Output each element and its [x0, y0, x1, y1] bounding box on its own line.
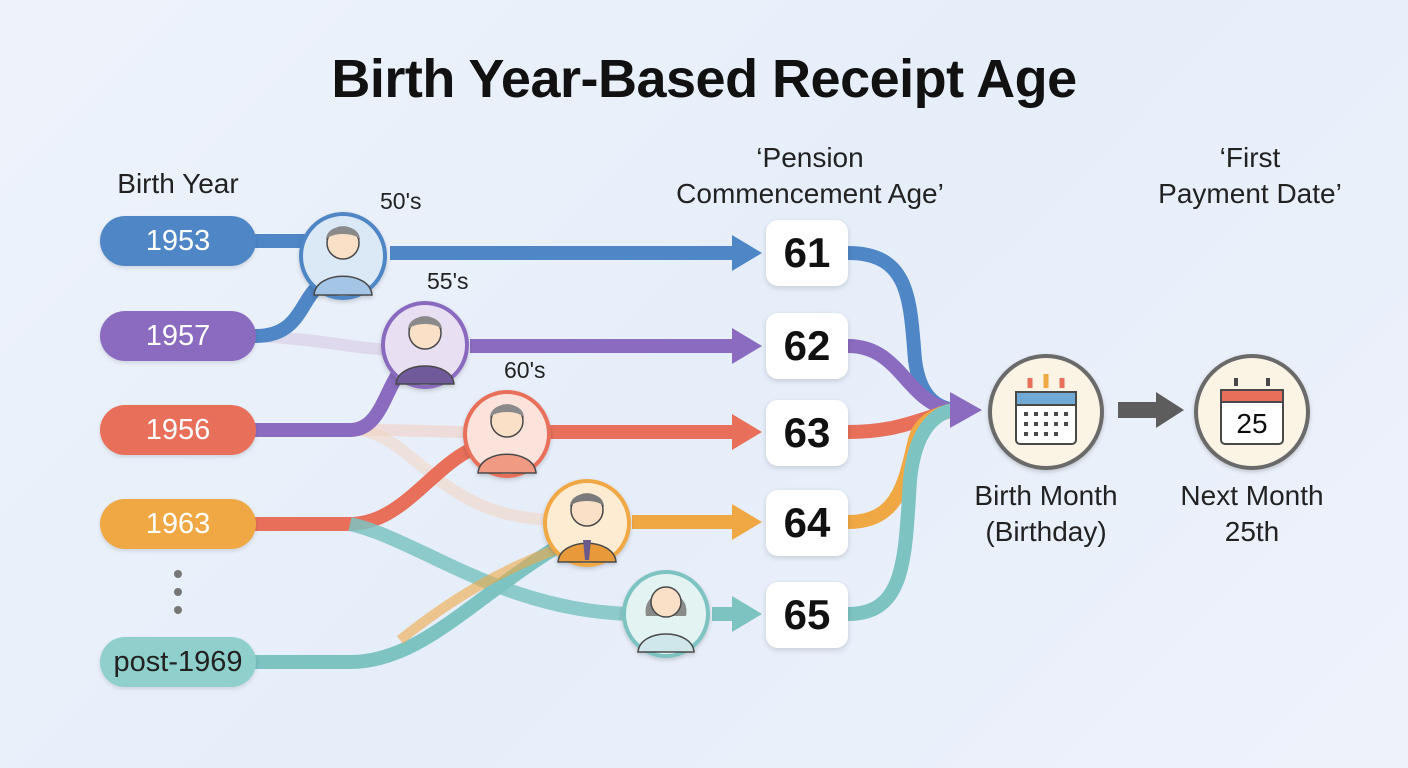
age-box: 62 [766, 313, 848, 379]
merge-65 [847, 403, 957, 621]
birth-year-pill: 1956 [100, 405, 256, 455]
ellipsis-icon [174, 570, 182, 624]
page-title: Birth Year-Based Receipt Age [331, 49, 1077, 109]
calendar-icon [988, 354, 1104, 470]
header-payment-line2: Payment Date’ [1158, 178, 1342, 209]
decade-label: 50's [380, 188, 422, 214]
next-month-line1: Next Month [1180, 480, 1324, 511]
arrowhead-62 [732, 328, 762, 364]
calendar-number: 25 [1236, 408, 1267, 439]
arrowhead-63 [732, 414, 762, 450]
header-birth-year: Birth Year [117, 168, 239, 199]
age-box: 65 [766, 582, 848, 648]
person-icon [299, 212, 387, 300]
flow-to-65-a [348, 517, 631, 621]
arrow-right-head [1156, 392, 1184, 428]
person-icon [381, 301, 469, 389]
next-month-line2: 25th [1224, 516, 1280, 547]
birth-month-line1: Birth Month [974, 480, 1118, 511]
arrowhead-61 [732, 235, 762, 271]
header-pension-line1: ‘Pension [756, 142, 864, 173]
age-box: 63 [766, 400, 848, 466]
age-box: 64 [766, 490, 848, 556]
calendar-icon: 25 [1194, 354, 1310, 470]
person-icon [543, 479, 631, 567]
flow-post1969-orange [396, 543, 562, 644]
merge-62 [847, 339, 952, 417]
flow-1957 [249, 278, 327, 343]
birth-year-pill: post-1969 [100, 637, 256, 687]
decade-label: 60's [504, 357, 546, 383]
header-pension-line2: Commencement Age’ [676, 178, 944, 209]
flow-1963 [249, 443, 477, 531]
decade-label: 55's [427, 268, 469, 294]
arrow-right-icon [1118, 402, 1158, 418]
person-icon [463, 390, 551, 478]
birth-year-pill: 1963 [100, 499, 256, 549]
birth-month-line2: (Birthday) [985, 516, 1107, 547]
arrowhead-65 [732, 596, 762, 632]
age-box: 61 [766, 220, 848, 286]
arrowhead-merge [950, 392, 982, 428]
birth-month-label: Birth Month (Birthday) [946, 478, 1146, 550]
birth-year-pill: 1957 [100, 311, 256, 361]
next-month-label: Next Month 25th [1152, 478, 1352, 550]
birth-year-pill: 1953 [100, 216, 256, 266]
header-pension-age: ‘Pension Commencement Age’ [640, 140, 980, 212]
header-payment-date: ‘First Payment Date’ [1140, 140, 1360, 212]
flow-1956 [249, 365, 407, 437]
person-icon [622, 570, 710, 658]
header-payment-line1: ‘First [1219, 142, 1281, 173]
arrowhead-64 [732, 504, 762, 540]
